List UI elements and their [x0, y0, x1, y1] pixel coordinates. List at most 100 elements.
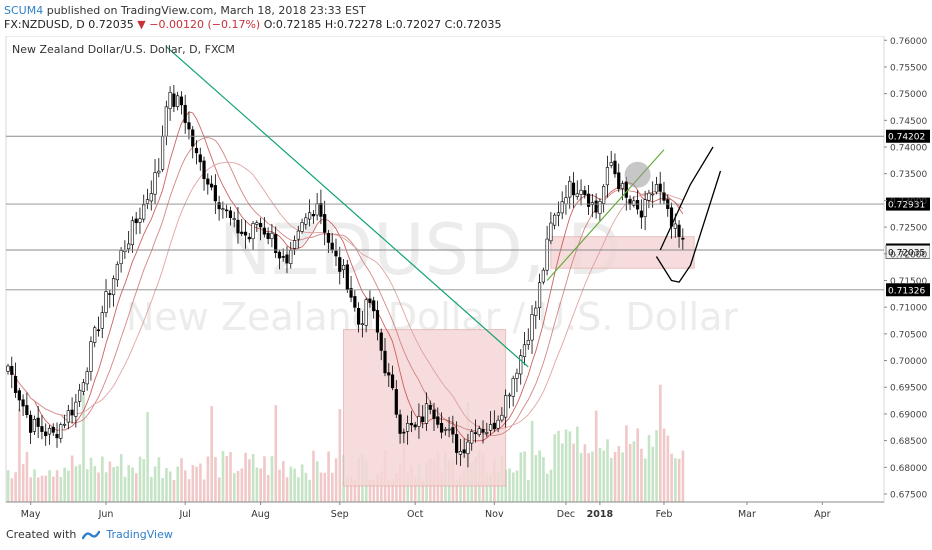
candle-body [428, 404, 432, 410]
candle-body [93, 327, 97, 343]
candle-body [25, 405, 29, 415]
x-tick-label-10: Feb [656, 509, 673, 520]
volume-bar [579, 452, 583, 502]
candle-body [338, 257, 342, 272]
candle-body [406, 423, 410, 432]
candle-body [217, 202, 221, 210]
candle-body [176, 95, 180, 107]
chart-title: New Zealand Dollar/U.S. Dollar, D, FXCM [12, 43, 235, 56]
volume-bar [25, 451, 29, 502]
y-tick-label-10: 0.72000 [890, 250, 927, 260]
volume-bar [248, 459, 251, 502]
candle-body [130, 220, 135, 246]
volume-bar [214, 457, 217, 502]
candle-body [232, 218, 236, 220]
volume-bar [70, 455, 74, 502]
candle-body [526, 340, 530, 345]
candle-body [530, 314, 534, 341]
candle-body [443, 428, 447, 431]
volume-bar [519, 452, 523, 502]
volume-bar [391, 479, 394, 502]
candles [6, 84, 685, 468]
volume-bar [206, 456, 210, 502]
candle-body [194, 147, 199, 154]
candle-body [85, 371, 89, 385]
volume-bar [380, 471, 383, 502]
volume-bar [300, 464, 304, 502]
candle-body [473, 432, 478, 434]
candle-body [183, 104, 187, 123]
volume-bar [530, 421, 534, 502]
volume-bar [63, 467, 66, 502]
volume-bar [150, 476, 153, 502]
price-change: −0.00120 (−0.17%) [149, 18, 261, 31]
volume-bar [319, 472, 323, 502]
candle-body [153, 172, 157, 195]
volume-bar [161, 477, 164, 502]
close-value: C:0.72035 [444, 18, 502, 31]
volume-bar [168, 471, 172, 502]
volume-bar [199, 463, 202, 502]
candle-body [236, 219, 240, 234]
volume-bar [549, 469, 553, 502]
volume-bar [406, 472, 410, 502]
candle-body [21, 399, 25, 407]
candle-body [492, 422, 496, 430]
candle-body [296, 230, 300, 240]
candle-body [594, 200, 598, 213]
candle-body [602, 186, 606, 204]
volume-bar [568, 431, 572, 502]
volume-bar [195, 466, 198, 502]
volume-bar [564, 429, 568, 502]
volume-bar [165, 468, 168, 502]
candle-body [579, 189, 583, 195]
volume-bar [104, 472, 108, 502]
candle-body [496, 419, 500, 429]
volume-bar [560, 443, 564, 502]
candle-body [534, 307, 538, 316]
volume-bar [134, 473, 138, 502]
volume-bar [282, 461, 285, 502]
candle-body [545, 238, 549, 271]
candle-body [417, 416, 421, 427]
volume-bar [677, 458, 681, 502]
level-tag-5 [886, 283, 930, 297]
candle-body [341, 264, 346, 270]
x-tick-label-11: Mar [738, 509, 756, 520]
tradingview-link[interactable]: TradingView [106, 528, 173, 541]
candle-body [74, 401, 78, 417]
volume-bar [455, 479, 459, 502]
candle-body [500, 414, 504, 421]
volume-bar [297, 477, 300, 502]
volume-bar [10, 478, 14, 502]
volume-bar [108, 461, 112, 502]
candle-body [639, 210, 643, 218]
candle-body [89, 341, 93, 372]
volume-bar [112, 467, 115, 502]
candle-body [292, 240, 297, 249]
y-tick-label-5: 0.69500 [890, 384, 927, 394]
level-label-4: 0.72035 [888, 248, 925, 258]
candle-body [157, 170, 161, 174]
candle-body [432, 409, 436, 419]
volume-bar [594, 410, 598, 502]
candle-body [360, 323, 364, 326]
volume-bar [210, 406, 213, 502]
volume-bar [293, 468, 296, 502]
y-tick-label-11: 0.72500 [890, 224, 927, 234]
volume-bar [229, 452, 232, 502]
candle-body [209, 183, 214, 188]
volume-bar [666, 435, 670, 502]
volume-bar [670, 453, 673, 502]
candle-body [466, 441, 470, 454]
volume-bar [459, 476, 462, 502]
author-link[interactable]: SCUM4 [4, 4, 44, 17]
ohlc-line: FX:NZDUSD, D 0.72035 ▼ −0.00120 (−0.17%)… [4, 18, 502, 31]
volume-bar [82, 393, 85, 502]
x-tick-label-1: May [21, 509, 41, 520]
volume-bar [523, 451, 526, 502]
y-tick-label-9: 0.71500 [890, 277, 927, 287]
candle-body [51, 426, 55, 433]
volume-bar [21, 464, 25, 502]
